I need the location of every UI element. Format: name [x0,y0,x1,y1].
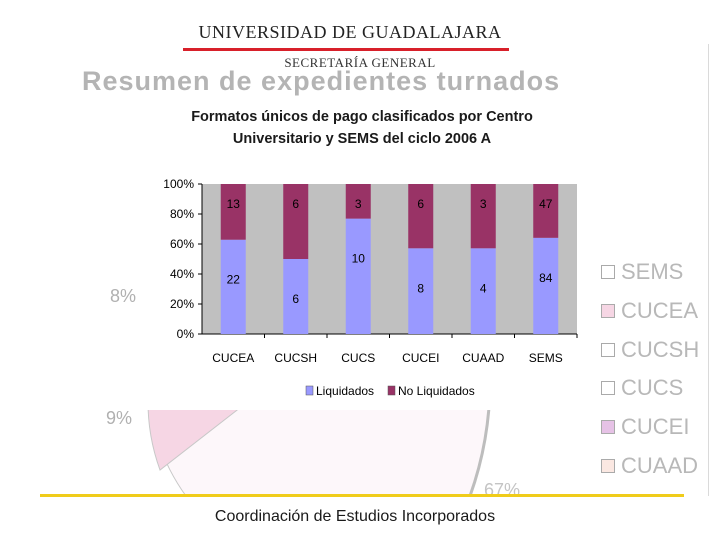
legend-swatch [601,381,615,395]
pie-legend-item: CUAAD [601,451,698,481]
x-tick-label: CUCS [341,351,375,365]
legend-swatch [601,420,615,434]
bar-segment [283,259,309,334]
header-divider [183,48,509,51]
data-label: 3 [355,197,362,211]
legend-label: CUAAD [621,453,699,478]
y-tick-label: 60% [170,237,194,251]
legend-swatch [601,459,615,473]
legend-swatch [305,385,314,396]
legend-swatch [601,304,615,318]
pie-legend-item: CUCS [601,373,683,403]
pie-legend-item: CUCEA [601,296,698,326]
legend-swatch [601,343,615,357]
data-label: 3 [480,197,487,211]
pie-legend-item: SEMS [601,257,683,287]
bar-segment [533,237,559,334]
slide-frame-edge [708,44,709,496]
x-tick-label: CUCEA [212,351,254,365]
background-title: Resumen de expedientes turnados [82,66,561,96]
x-tick-label: CUCSH [274,351,317,365]
legend-label: SEMS [621,259,684,284]
x-tick-label: SEMS [529,351,563,365]
bar-segment [470,248,496,334]
y-tick-label: 80% [170,207,194,221]
pie-legend-item: CUCSH [601,335,699,365]
bar-segment [408,184,434,249]
stacked-bar-chart: 0% 20% 40% 60% 80% 100% 22 13 CUCEA 6 6 CUCSH 10 3 CUC… [163,177,578,398]
data-label: 6 [292,197,299,211]
legend-label: CUCS [621,375,684,400]
data-label: 22 [227,273,241,287]
bar-segment [283,184,309,259]
chart-title-line-1: Formatos únicos de pago clasificados por… [191,109,533,125]
data-label: 13 [227,197,241,211]
bar-segment [345,218,371,334]
pie-label-8: 8% [110,286,137,306]
legend-swatch [601,265,615,279]
legend-label: CUCEA [621,298,699,323]
x-tick-label: CUCEI [402,351,439,365]
pie-label-9: 9% [106,408,133,428]
bar-segment [470,184,496,249]
legend-label: CUCSH [621,337,700,362]
footer-divider [40,494,684,497]
bar-segment [408,248,434,334]
data-label: 4 [480,281,487,295]
chart-title-line-2: Universitario y SEMS del ciclo 2006 A [232,131,492,147]
bar-segment [345,184,371,219]
pie-label-67: 67% [484,480,521,500]
legend-swatch [387,385,396,396]
pie-legend-item: CUCEI [601,412,689,442]
university-name: UNIVERSIDAD DE GUADALAJARA [198,22,502,42]
x-tick-label: CUAAD [462,351,504,365]
legend-label: No Liquidados [398,384,475,398]
bar-segment [533,184,559,238]
data-label: 6 [417,197,424,211]
bar-segment [220,184,246,240]
chart-title: Formatos únicos de pago clasificados por… [146,106,578,150]
data-label: 84 [539,271,553,285]
y-tick-label: 100% [163,177,194,191]
y-tick-label: 20% [170,297,194,311]
pie-legend [596,252,702,482]
data-label: 6 [292,292,299,306]
data-label: 10 [352,252,366,266]
data-label: 8 [417,281,424,295]
y-tick-label: 40% [170,267,194,281]
legend-label: Liquidados [316,384,374,398]
plot-area [202,184,577,334]
legend-label: CUCEI [621,414,690,439]
y-tick-label: 0% [177,327,195,341]
bar-segment [220,239,246,334]
data-label: 47 [539,197,553,211]
office-name: SECRETARÍA GENERAL [284,55,436,70]
footer-text: Coordinación de Estudios Incorporados [214,508,496,525]
